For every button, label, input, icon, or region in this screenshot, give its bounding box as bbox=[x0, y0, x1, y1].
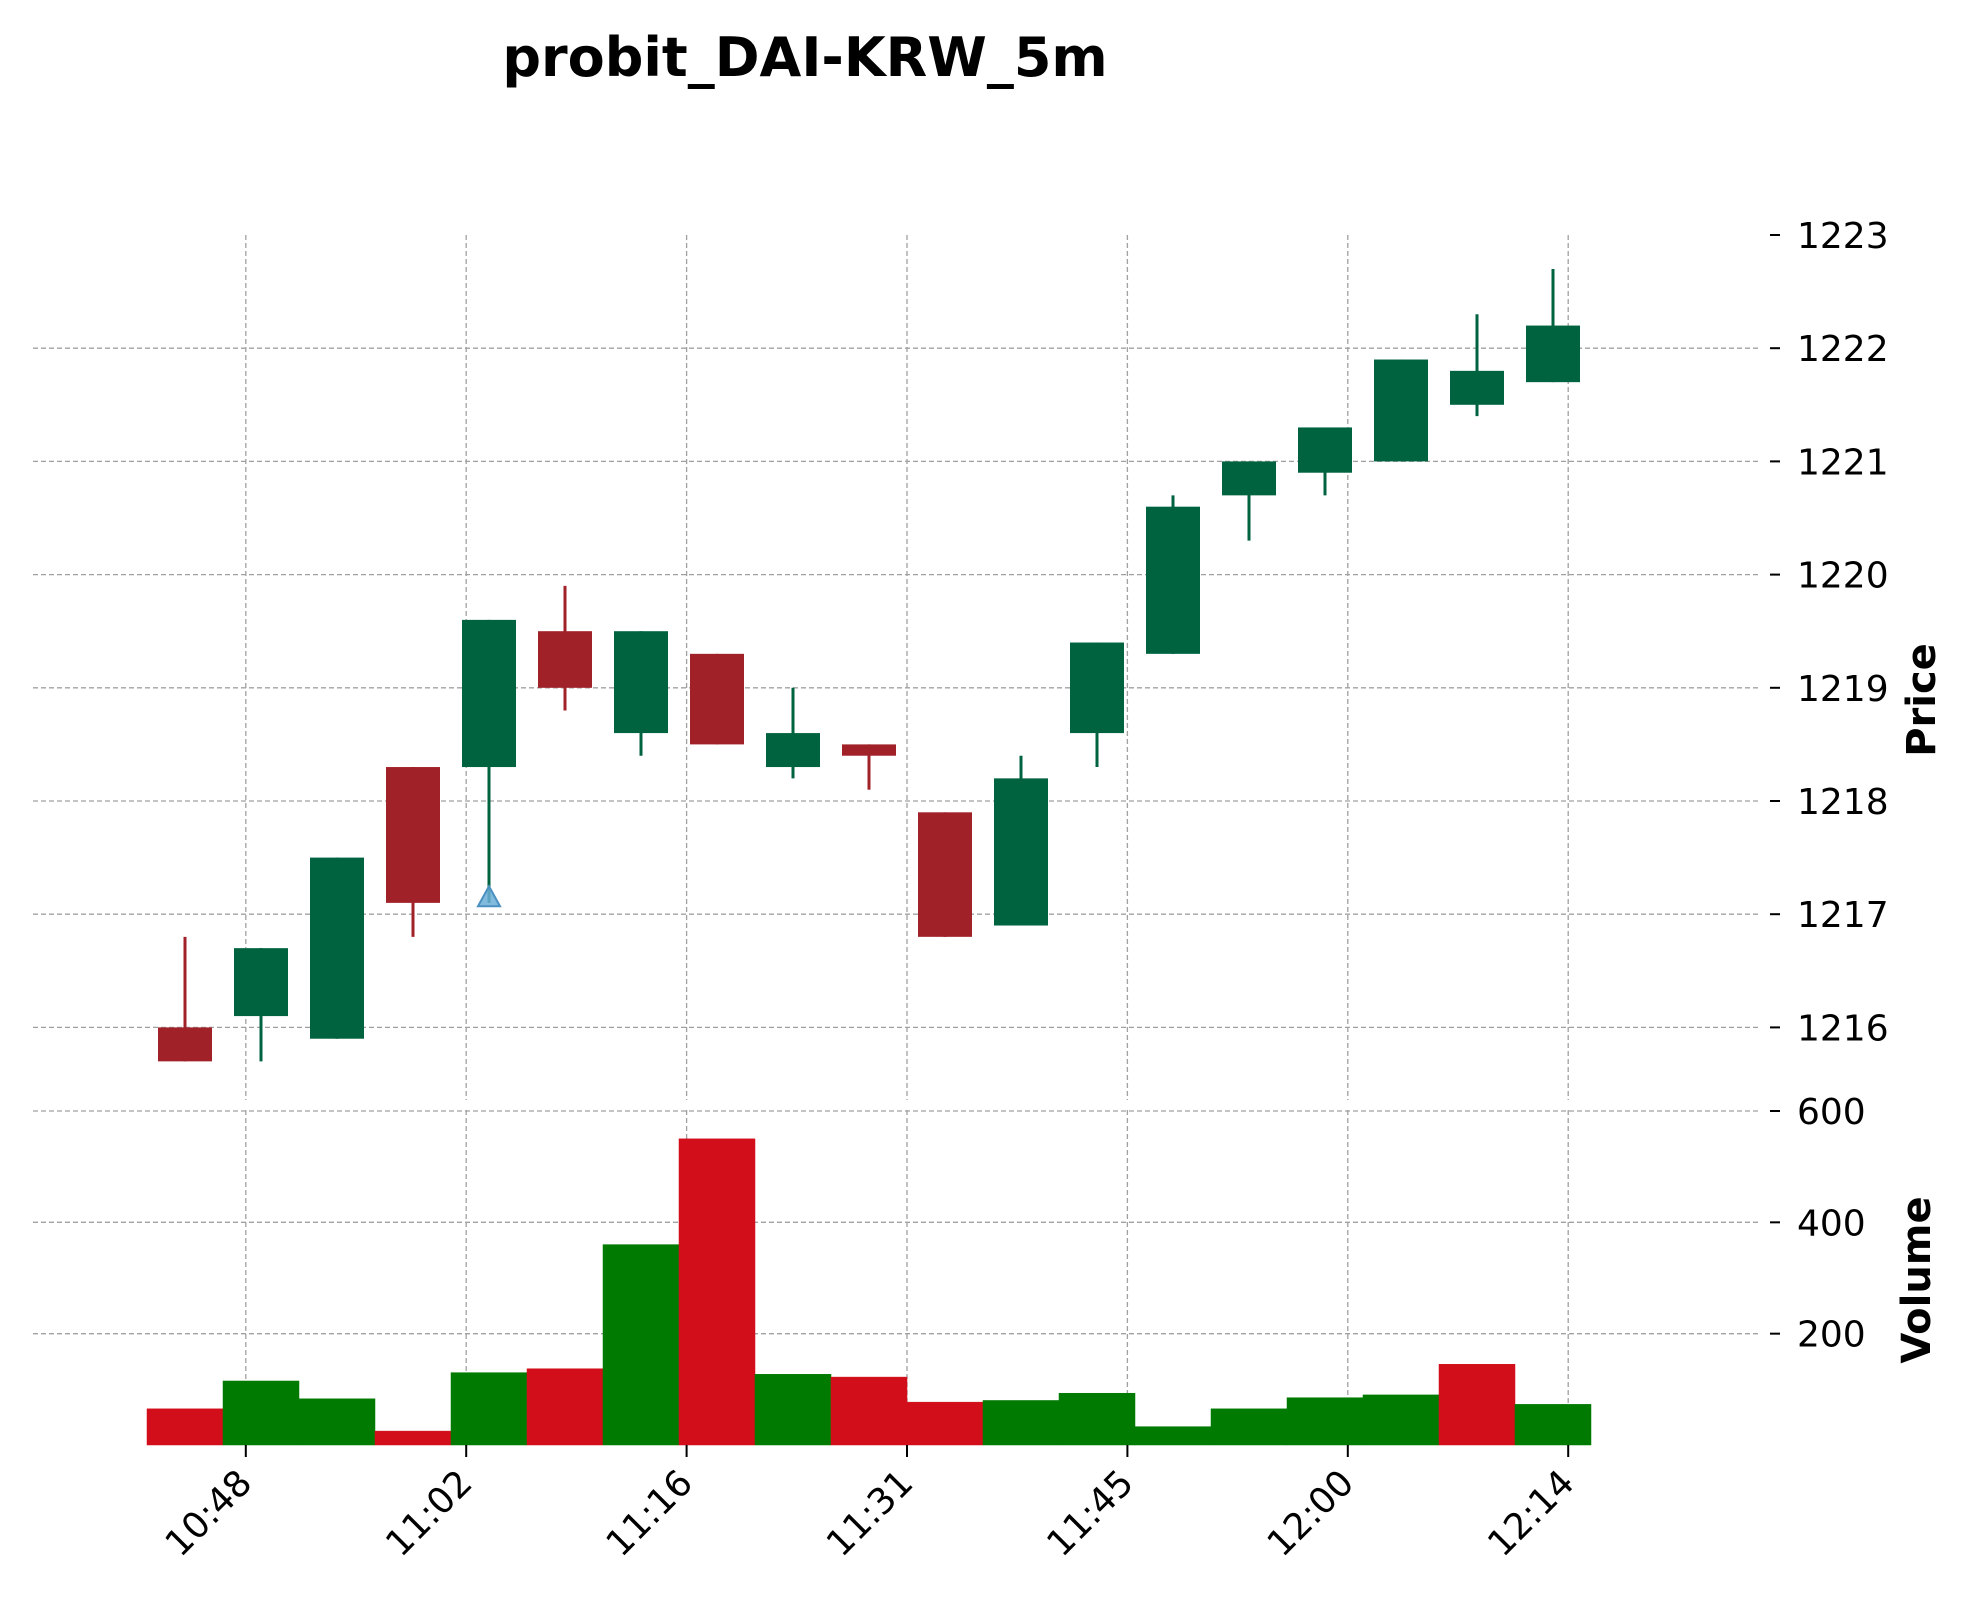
volume-axis-label: Volume bbox=[1894, 1196, 1940, 1363]
volume-bar bbox=[754, 1374, 832, 1446]
grid bbox=[33, 235, 1760, 1445]
candle-body bbox=[1450, 370, 1504, 405]
price-candles bbox=[158, 268, 1580, 1062]
volume-bars bbox=[146, 1138, 1592, 1446]
candle-body bbox=[1374, 359, 1428, 462]
volume-tick-label: 200 bbox=[1797, 1315, 1866, 1356]
volume-bar bbox=[374, 1430, 452, 1446]
price-tick-label: 1222 bbox=[1797, 329, 1889, 370]
price-axis-label: Price bbox=[1899, 643, 1945, 757]
volume-bar bbox=[602, 1244, 680, 1446]
volume-bar bbox=[906, 1401, 984, 1446]
candle-body bbox=[1526, 325, 1580, 383]
volume-bar bbox=[1286, 1397, 1364, 1446]
x-tick-label: 12:00 bbox=[1260, 1462, 1362, 1564]
volume-bar bbox=[1362, 1394, 1440, 1446]
x-tick-label: 11:45 bbox=[1039, 1462, 1141, 1564]
price-tick-label: 1219 bbox=[1797, 669, 1889, 710]
candle-body bbox=[158, 1027, 212, 1062]
candle-body bbox=[690, 653, 744, 745]
volume-tick-label: 600 bbox=[1797, 1092, 1866, 1133]
volume-bar bbox=[982, 1400, 1060, 1446]
candle-body bbox=[1146, 506, 1200, 654]
x-tick-label: 10:48 bbox=[158, 1462, 260, 1564]
volume-bar bbox=[298, 1398, 376, 1446]
price-tick-label: 1223 bbox=[1797, 216, 1889, 257]
volume-bar bbox=[1210, 1408, 1288, 1446]
volume-bar bbox=[678, 1138, 756, 1446]
volume-bar bbox=[1514, 1404, 1592, 1446]
candle-body bbox=[918, 812, 972, 937]
volume-bar bbox=[222, 1380, 300, 1446]
signal-marker-triangle bbox=[476, 884, 502, 908]
x-tick-label: 11:31 bbox=[819, 1462, 921, 1564]
volume-bar bbox=[1058, 1392, 1136, 1446]
volume-bar bbox=[146, 1408, 224, 1446]
volume-tick-label: 400 bbox=[1797, 1203, 1866, 1244]
candle-body bbox=[994, 778, 1048, 926]
candle-body bbox=[462, 619, 516, 768]
volume-bar bbox=[1134, 1426, 1212, 1446]
price-tick-label: 1218 bbox=[1797, 782, 1889, 823]
candle-body bbox=[766, 733, 820, 768]
candle-body bbox=[234, 948, 288, 1017]
x-tick-label: 12:14 bbox=[1480, 1462, 1582, 1564]
chart-title: probit_DAI-KRW_5m bbox=[502, 26, 1107, 89]
volume-bar bbox=[450, 1372, 528, 1446]
candle-body bbox=[842, 744, 896, 756]
volume-bar bbox=[830, 1376, 908, 1446]
candle-body bbox=[310, 857, 364, 1039]
price-tick-label: 1217 bbox=[1797, 895, 1889, 936]
candle-body bbox=[614, 631, 668, 734]
volume-bar bbox=[526, 1368, 604, 1446]
x-tick-label: 11:02 bbox=[378, 1462, 480, 1564]
candle-body bbox=[538, 631, 592, 688]
volume-bar bbox=[1438, 1364, 1516, 1446]
candle-body bbox=[1070, 642, 1124, 734]
price-tick-label: 1221 bbox=[1797, 442, 1889, 483]
price-tick-label: 1216 bbox=[1797, 1008, 1889, 1049]
x-tick-label: 11:16 bbox=[599, 1462, 701, 1564]
candle-body bbox=[386, 767, 440, 903]
price-tick-label: 1220 bbox=[1797, 556, 1889, 597]
candle-body bbox=[1222, 461, 1276, 496]
candle-body bbox=[1298, 427, 1352, 473]
